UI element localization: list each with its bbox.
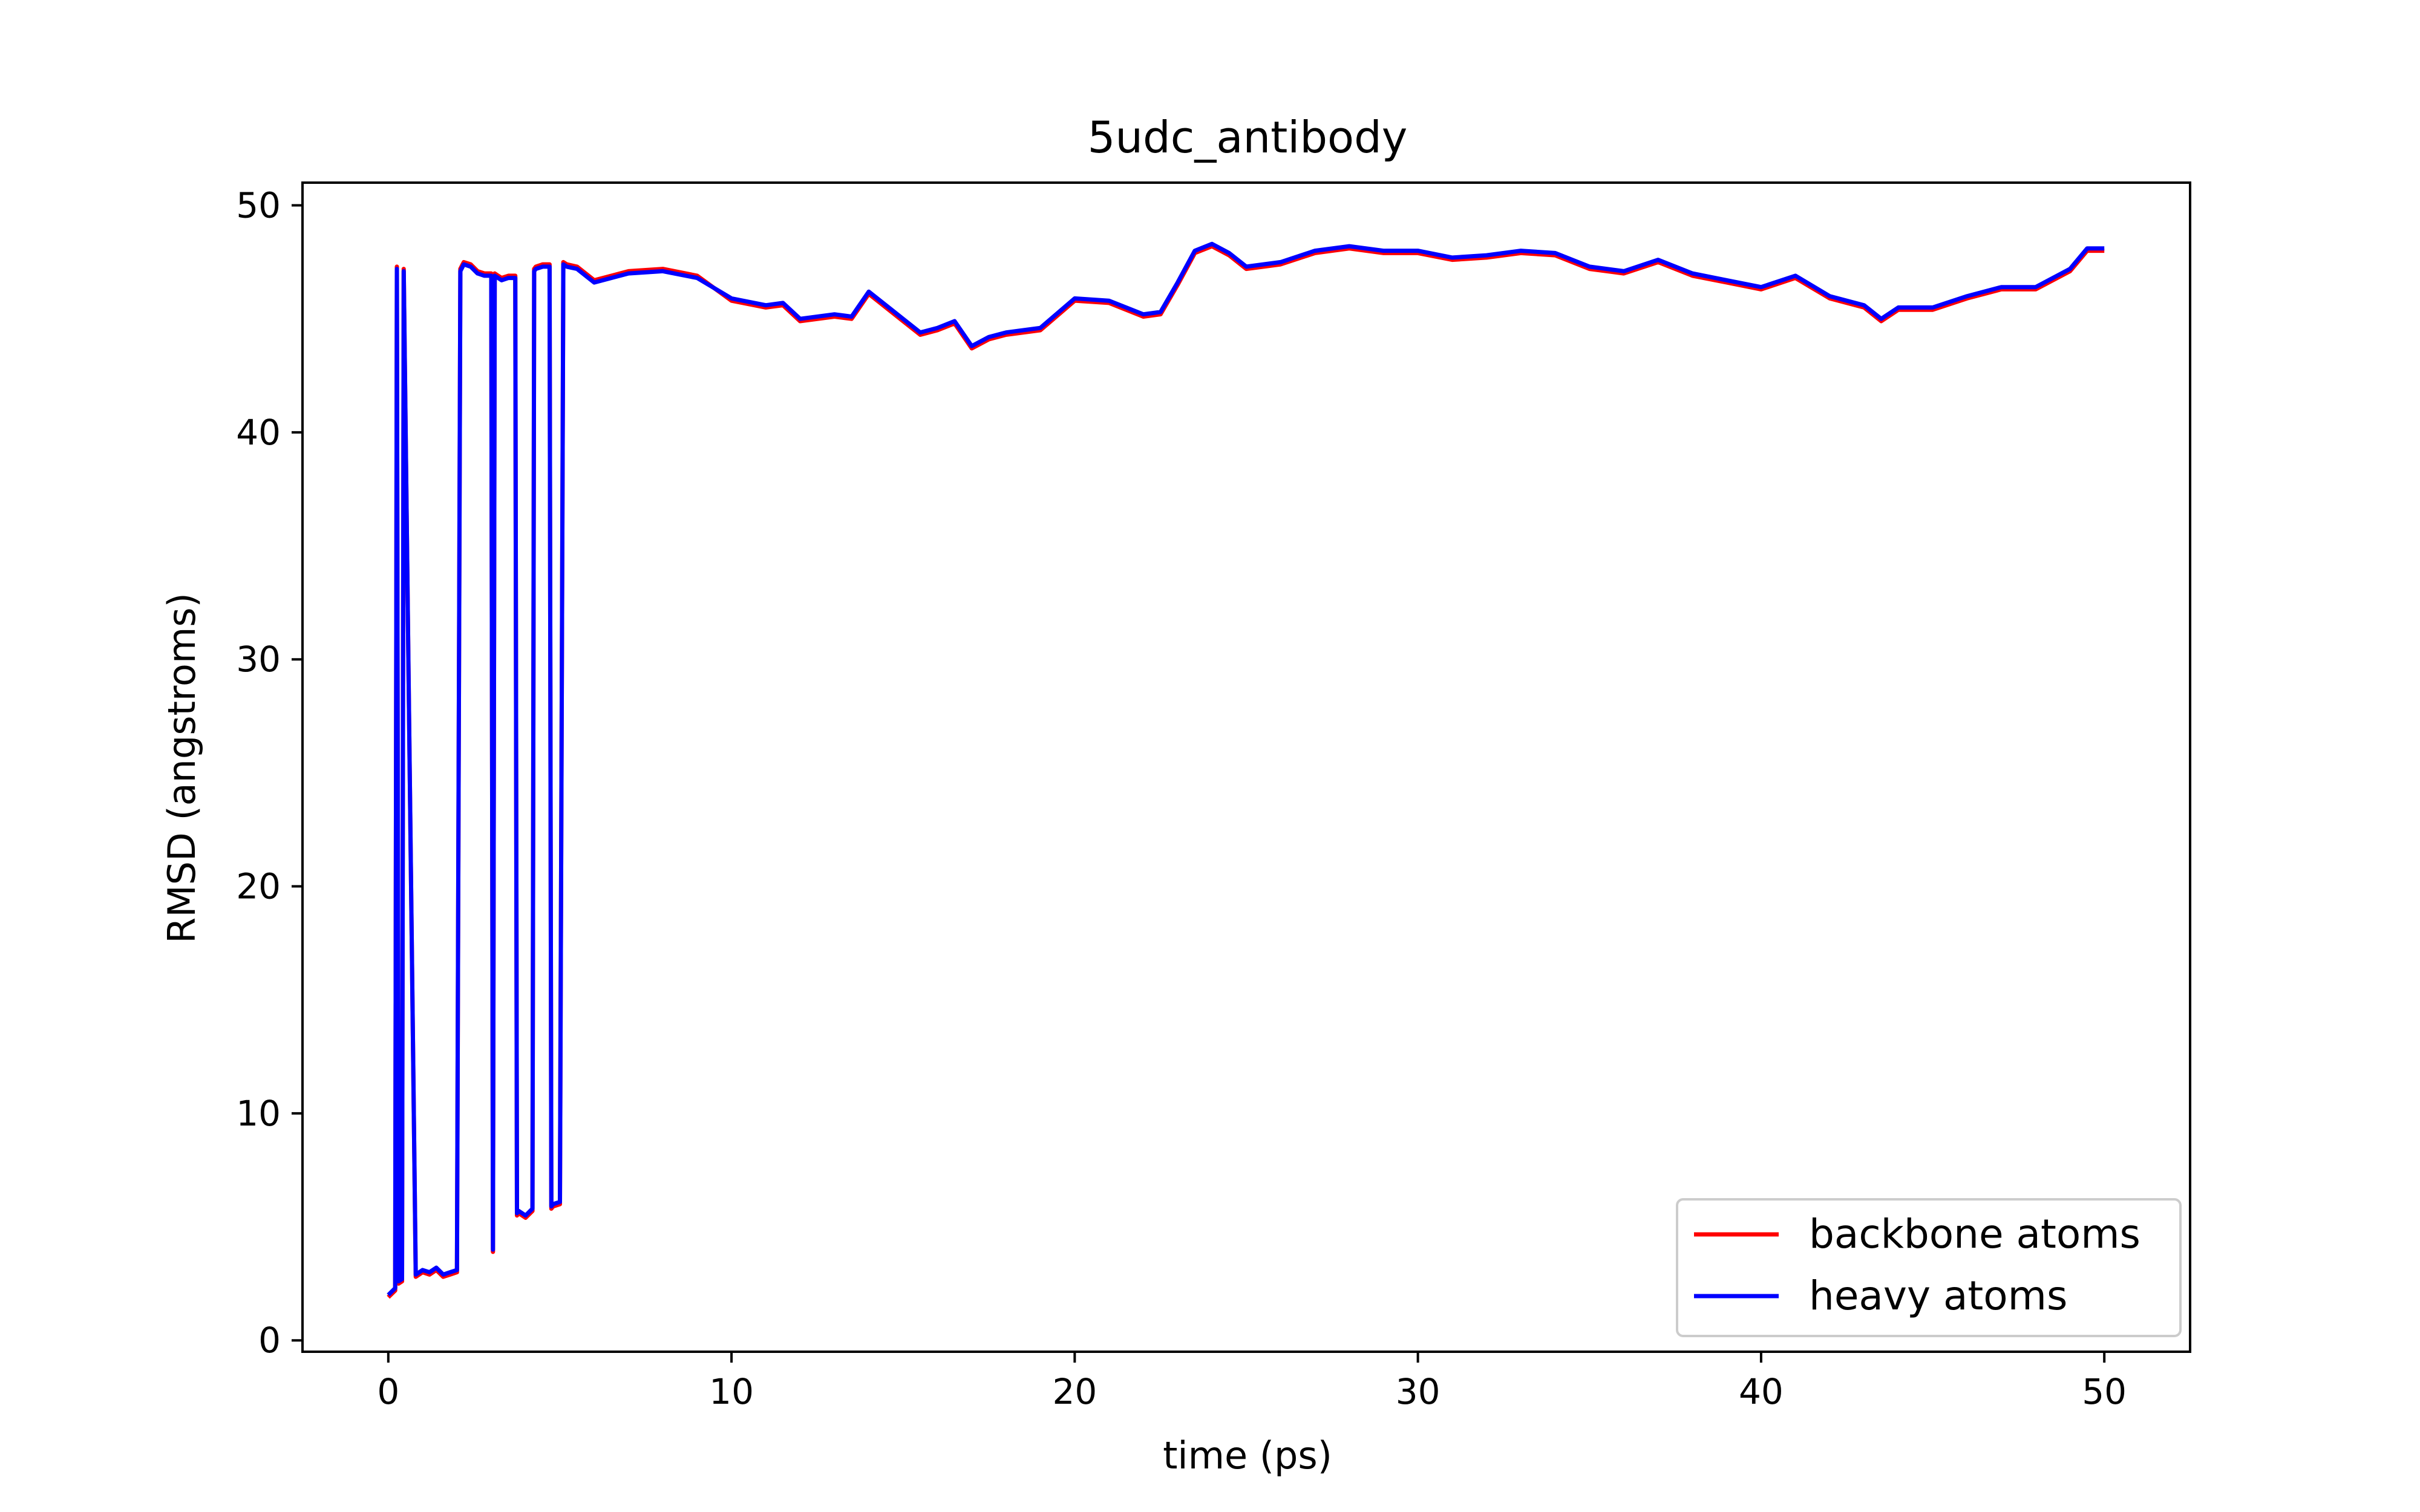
y-tick-label: 20: [236, 866, 281, 907]
plot-lines: [387, 241, 2105, 1299]
series-line-1: [387, 241, 2105, 1297]
y-tick-label: 0: [258, 1320, 281, 1361]
x-axis-label: time (ps): [1163, 1433, 1332, 1478]
x-tick-label: 20: [1052, 1371, 1097, 1412]
legend-box: [1676, 1198, 2182, 1337]
y-tick-label: 50: [236, 185, 281, 226]
y-tick-label: 10: [236, 1093, 281, 1134]
y-tick-label: 40: [236, 412, 281, 453]
x-tick-label: 10: [709, 1371, 754, 1412]
x-tick-label: 0: [377, 1371, 399, 1412]
legend-label: backbone atoms: [1809, 1211, 2140, 1257]
y-axis-label: RMSD (angstroms): [160, 593, 204, 943]
axes-frame: [301, 181, 2191, 1353]
chart-title: 5udc_antibody: [1088, 112, 1408, 163]
x-axis-ticks: 0 10 20 30 40 50: [377, 1352, 2127, 1412]
x-tick-label: 50: [2082, 1371, 2127, 1412]
y-axis-ticks: 0 10 20 30 40 50: [236, 185, 302, 1361]
y-tick-label: 30: [236, 639, 281, 680]
x-tick-label: 30: [1396, 1371, 1441, 1412]
x-tick-label: 40: [1739, 1371, 1784, 1412]
legend-label: heavy atoms: [1809, 1272, 2067, 1319]
legend: backbone atoms heavy atoms: [1676, 1198, 2182, 1337]
